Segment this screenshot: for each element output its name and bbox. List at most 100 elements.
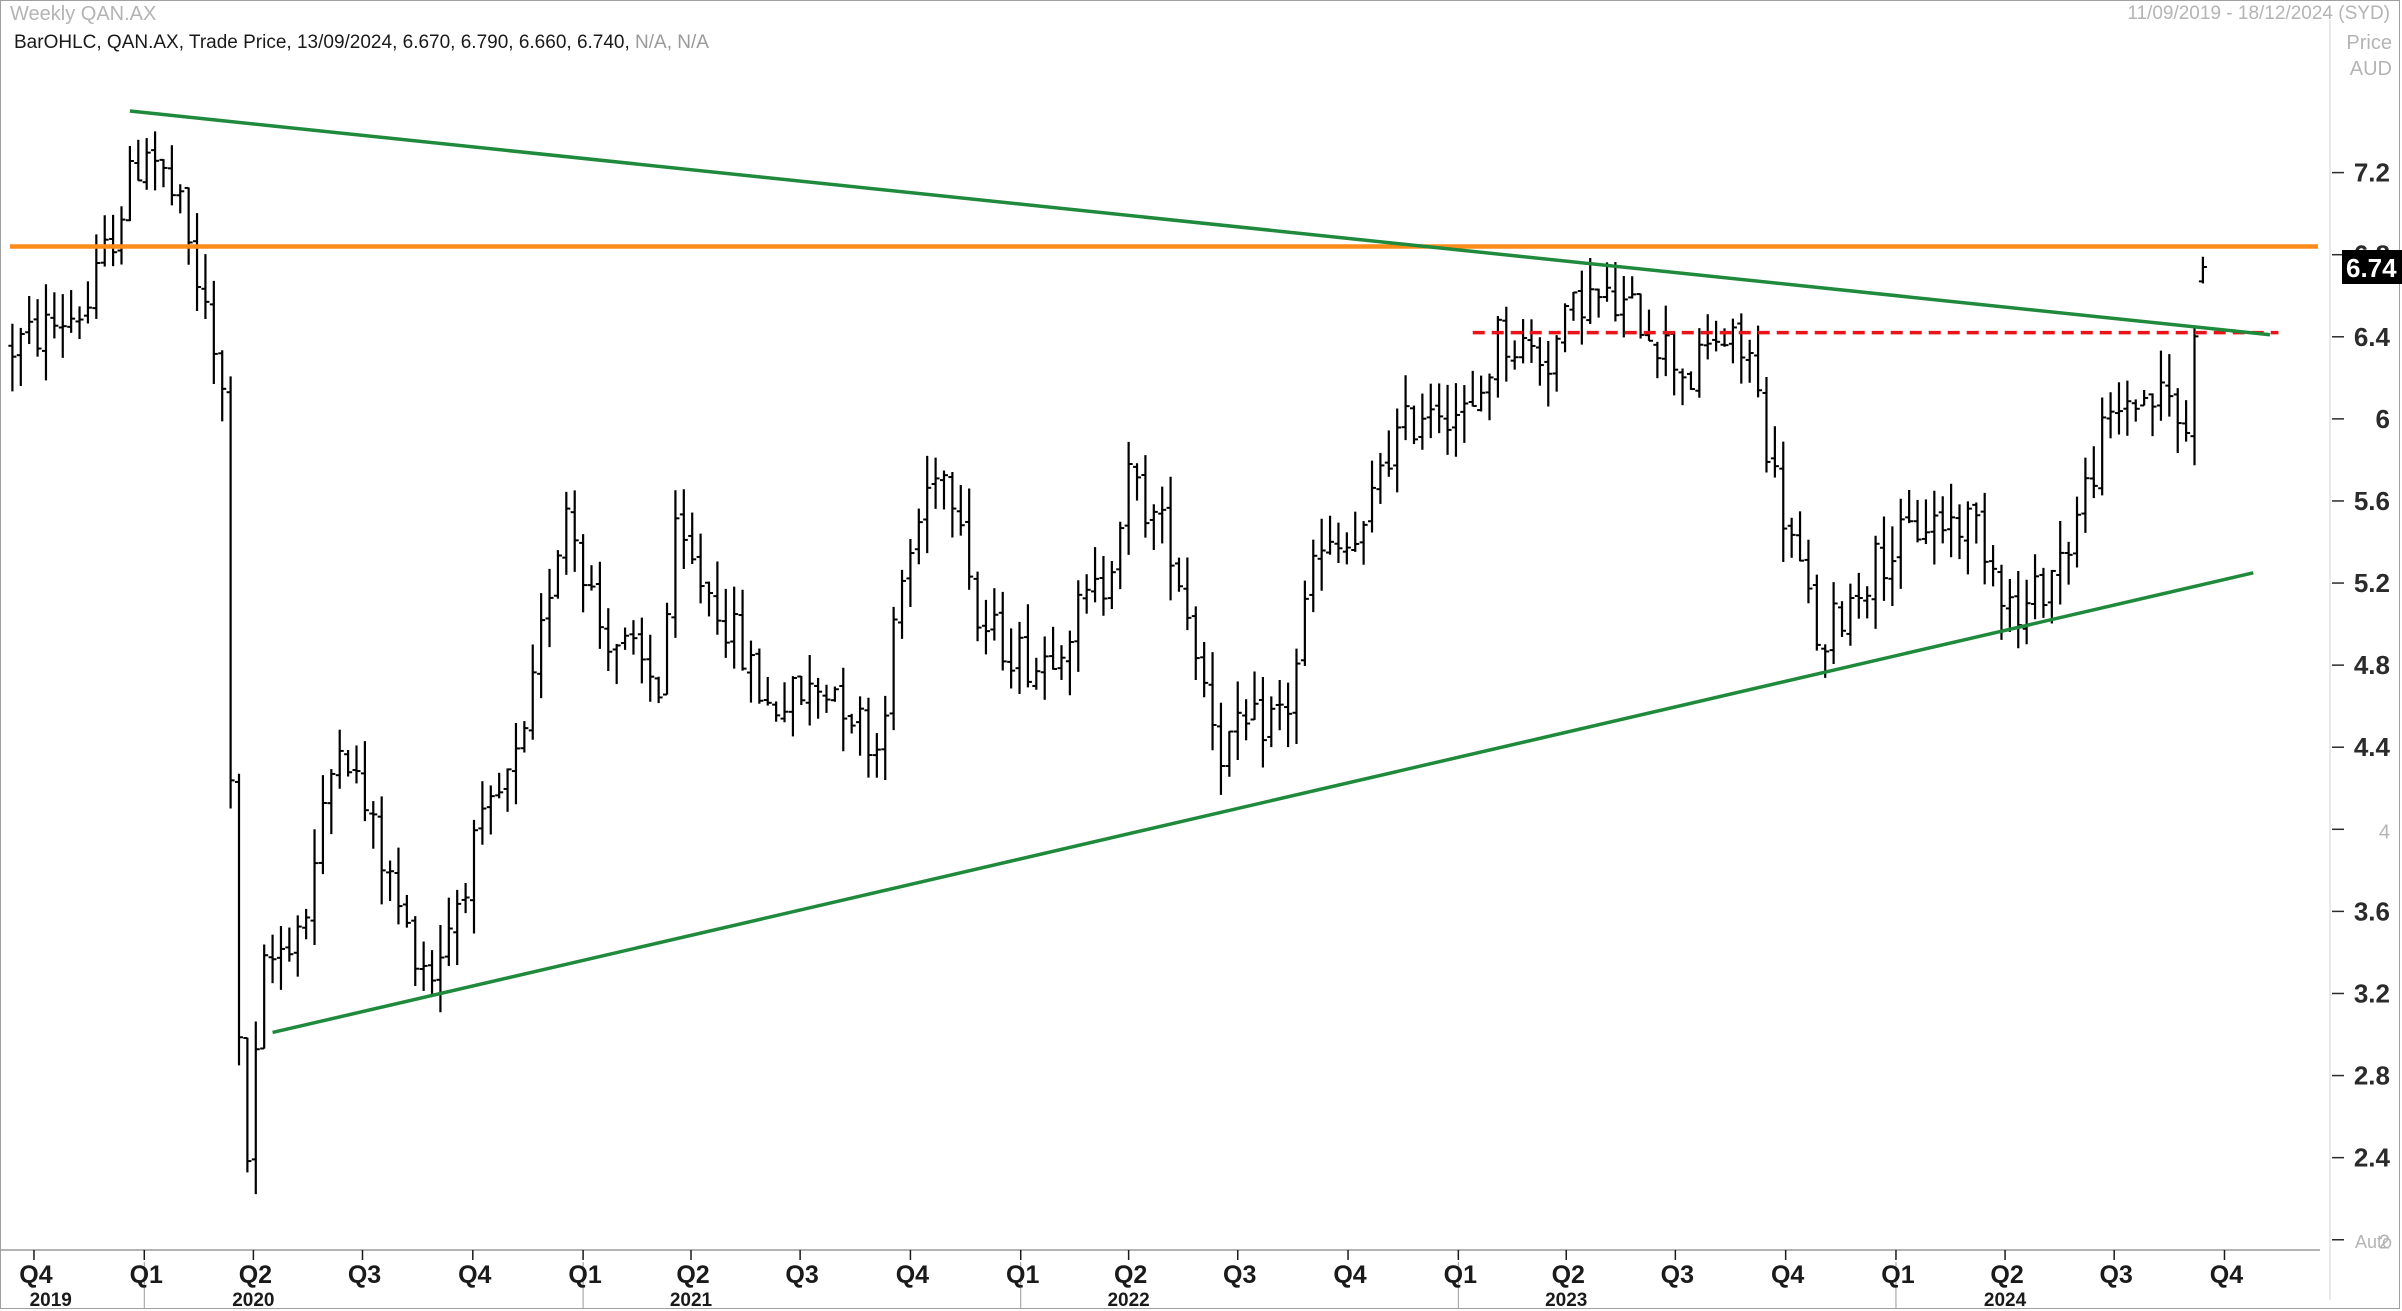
ohlc-bar — [1510, 340, 1519, 370]
ohlc-bar — [537, 593, 546, 699]
ohlc-bar — [436, 924, 445, 1013]
ohlc-bar — [1393, 408, 1402, 493]
ohlc-bar — [1049, 626, 1058, 670]
price-tick-label: 2.4 — [2354, 1143, 2391, 1173]
ohlc-bar — [2106, 392, 2115, 439]
ohlc-bar — [1317, 518, 1326, 591]
ohlc-bar — [965, 488, 974, 590]
quarter-tick-label: Q3 — [785, 1261, 818, 1289]
ohlc-bar — [1267, 696, 1276, 748]
ohlc-bar — [981, 599, 990, 655]
ohlc-bar — [2056, 521, 2065, 605]
ohlc-bar — [696, 533, 705, 604]
ohlc-bar — [1871, 535, 1880, 629]
ohlc-bar — [872, 733, 881, 778]
ohlc-bar — [1376, 452, 1385, 504]
ohlc-bar — [1846, 583, 1855, 646]
ohlc-bar — [1628, 276, 1637, 299]
time-axis: Q4 Q1 Q2 Q3 Q4 Q1 Q2 Q3 Q4 Q1 Q2 Q3 Q4 Q1 Q2 Q3 Q4 Q1 Q2 Q3… — [19, 1250, 2243, 1311]
quarter-tick-label: Q1 — [568, 1261, 601, 1289]
year-label: 2019 — [30, 1290, 72, 1311]
ohlc-bar — [360, 741, 369, 822]
ohlc-bar — [511, 722, 520, 805]
ohlc-bar — [209, 280, 218, 384]
ohlc-bar — [1838, 601, 1847, 637]
quarter-tick-label: Q1 — [1006, 1261, 1039, 1289]
ohlc-bar — [637, 617, 646, 684]
ohlc-bar — [1141, 455, 1150, 538]
quarter-tick-label: Q3 — [1223, 1261, 1256, 1289]
ohlc-bar — [1762, 376, 1771, 473]
upper-trendline — [129, 109, 2271, 337]
ohlc-bar — [1947, 483, 1956, 558]
ohlc-bar — [1133, 463, 1142, 501]
price-tick-label: 5.6 — [2354, 486, 2390, 516]
ohlc-bar — [109, 214, 118, 267]
ohlc-bar — [1460, 385, 1469, 443]
ohlc-bar — [469, 819, 478, 934]
ohlc-bar — [159, 158, 168, 188]
ohlc-bar — [260, 944, 269, 1050]
ohlc-bar — [1242, 699, 1251, 741]
ohlc-bar — [1007, 628, 1016, 689]
ohlc-bar — [1149, 504, 1158, 550]
ohlc-bar — [1183, 557, 1192, 631]
ohlc-bar — [721, 588, 730, 658]
ohlc-bar — [344, 749, 353, 777]
ohlc-bar — [1577, 270, 1586, 345]
ohlc-bar — [1477, 375, 1486, 412]
ohlc-bar — [2022, 579, 2031, 645]
ohlc-bar — [612, 643, 621, 685]
quarter-tick-label: Q2 — [1990, 1261, 2023, 1289]
ohlc-bar — [1930, 490, 1939, 565]
quarter-tick-label: Q3 — [348, 1261, 381, 1289]
ohlc-bar — [2031, 554, 2040, 620]
ohlc-bar — [1359, 521, 1368, 565]
ohlc-bar — [1493, 315, 1502, 398]
ohlc-bar — [2114, 382, 2123, 435]
quarter-tick-label: Q2 — [1114, 1261, 1147, 1289]
ohlc-bar — [2190, 327, 2199, 466]
quarter-tick-label: Q4 — [458, 1261, 491, 1289]
ohlc-bar — [730, 586, 739, 669]
axis-lines — [0, 20, 2331, 1309]
ohlc-bar — [1896, 498, 1905, 589]
quarter-tick-label: Q4 — [896, 1261, 929, 1289]
ohlc-bar — [352, 745, 361, 784]
ohlc-bar — [1225, 730, 1234, 777]
ohlc-bar — [2131, 399, 2140, 422]
ohlc-bar — [1502, 306, 1511, 382]
ohlc-bar — [1519, 319, 1528, 364]
ohlc-bar — [1695, 328, 1704, 398]
ohlc-bar — [654, 676, 663, 704]
ohlc-bar — [1569, 291, 1578, 321]
ohlc-bar — [839, 667, 848, 752]
price-tick-label: 3.6 — [2354, 896, 2390, 926]
ohlc-bar — [1166, 476, 1175, 601]
ohlc-bar — [176, 184, 185, 214]
ohlc-bar — [402, 895, 411, 928]
quarter-tick-label: Q4 — [2210, 1261, 2243, 1289]
ohlc-bar — [276, 926, 285, 990]
ohlc-bar — [302, 908, 311, 940]
ohlc-bar — [2148, 393, 2157, 437]
ohlc-bar — [881, 695, 890, 780]
ohlc-bar — [201, 254, 210, 320]
ohlc-bar — [1200, 641, 1209, 698]
ohlc-bar — [1544, 340, 1553, 407]
ohlc-bar — [898, 569, 907, 639]
year-label: 2021 — [670, 1290, 713, 1311]
price-tick-label: 7.2 — [2354, 158, 2390, 188]
ohlc-bar — [428, 950, 437, 996]
ohlc-bar — [889, 606, 898, 731]
ohlc-bar — [461, 882, 470, 914]
ohlc-bar — [167, 145, 176, 206]
ohlc-bar — [914, 508, 923, 565]
ohlc-bar — [1812, 574, 1821, 651]
ohlc-bar — [67, 290, 76, 333]
ohlc-bar — [117, 206, 126, 265]
ohlc-bar — [595, 561, 604, 649]
ohlc-bar — [990, 588, 999, 641]
ohlc-bar — [1292, 648, 1301, 744]
